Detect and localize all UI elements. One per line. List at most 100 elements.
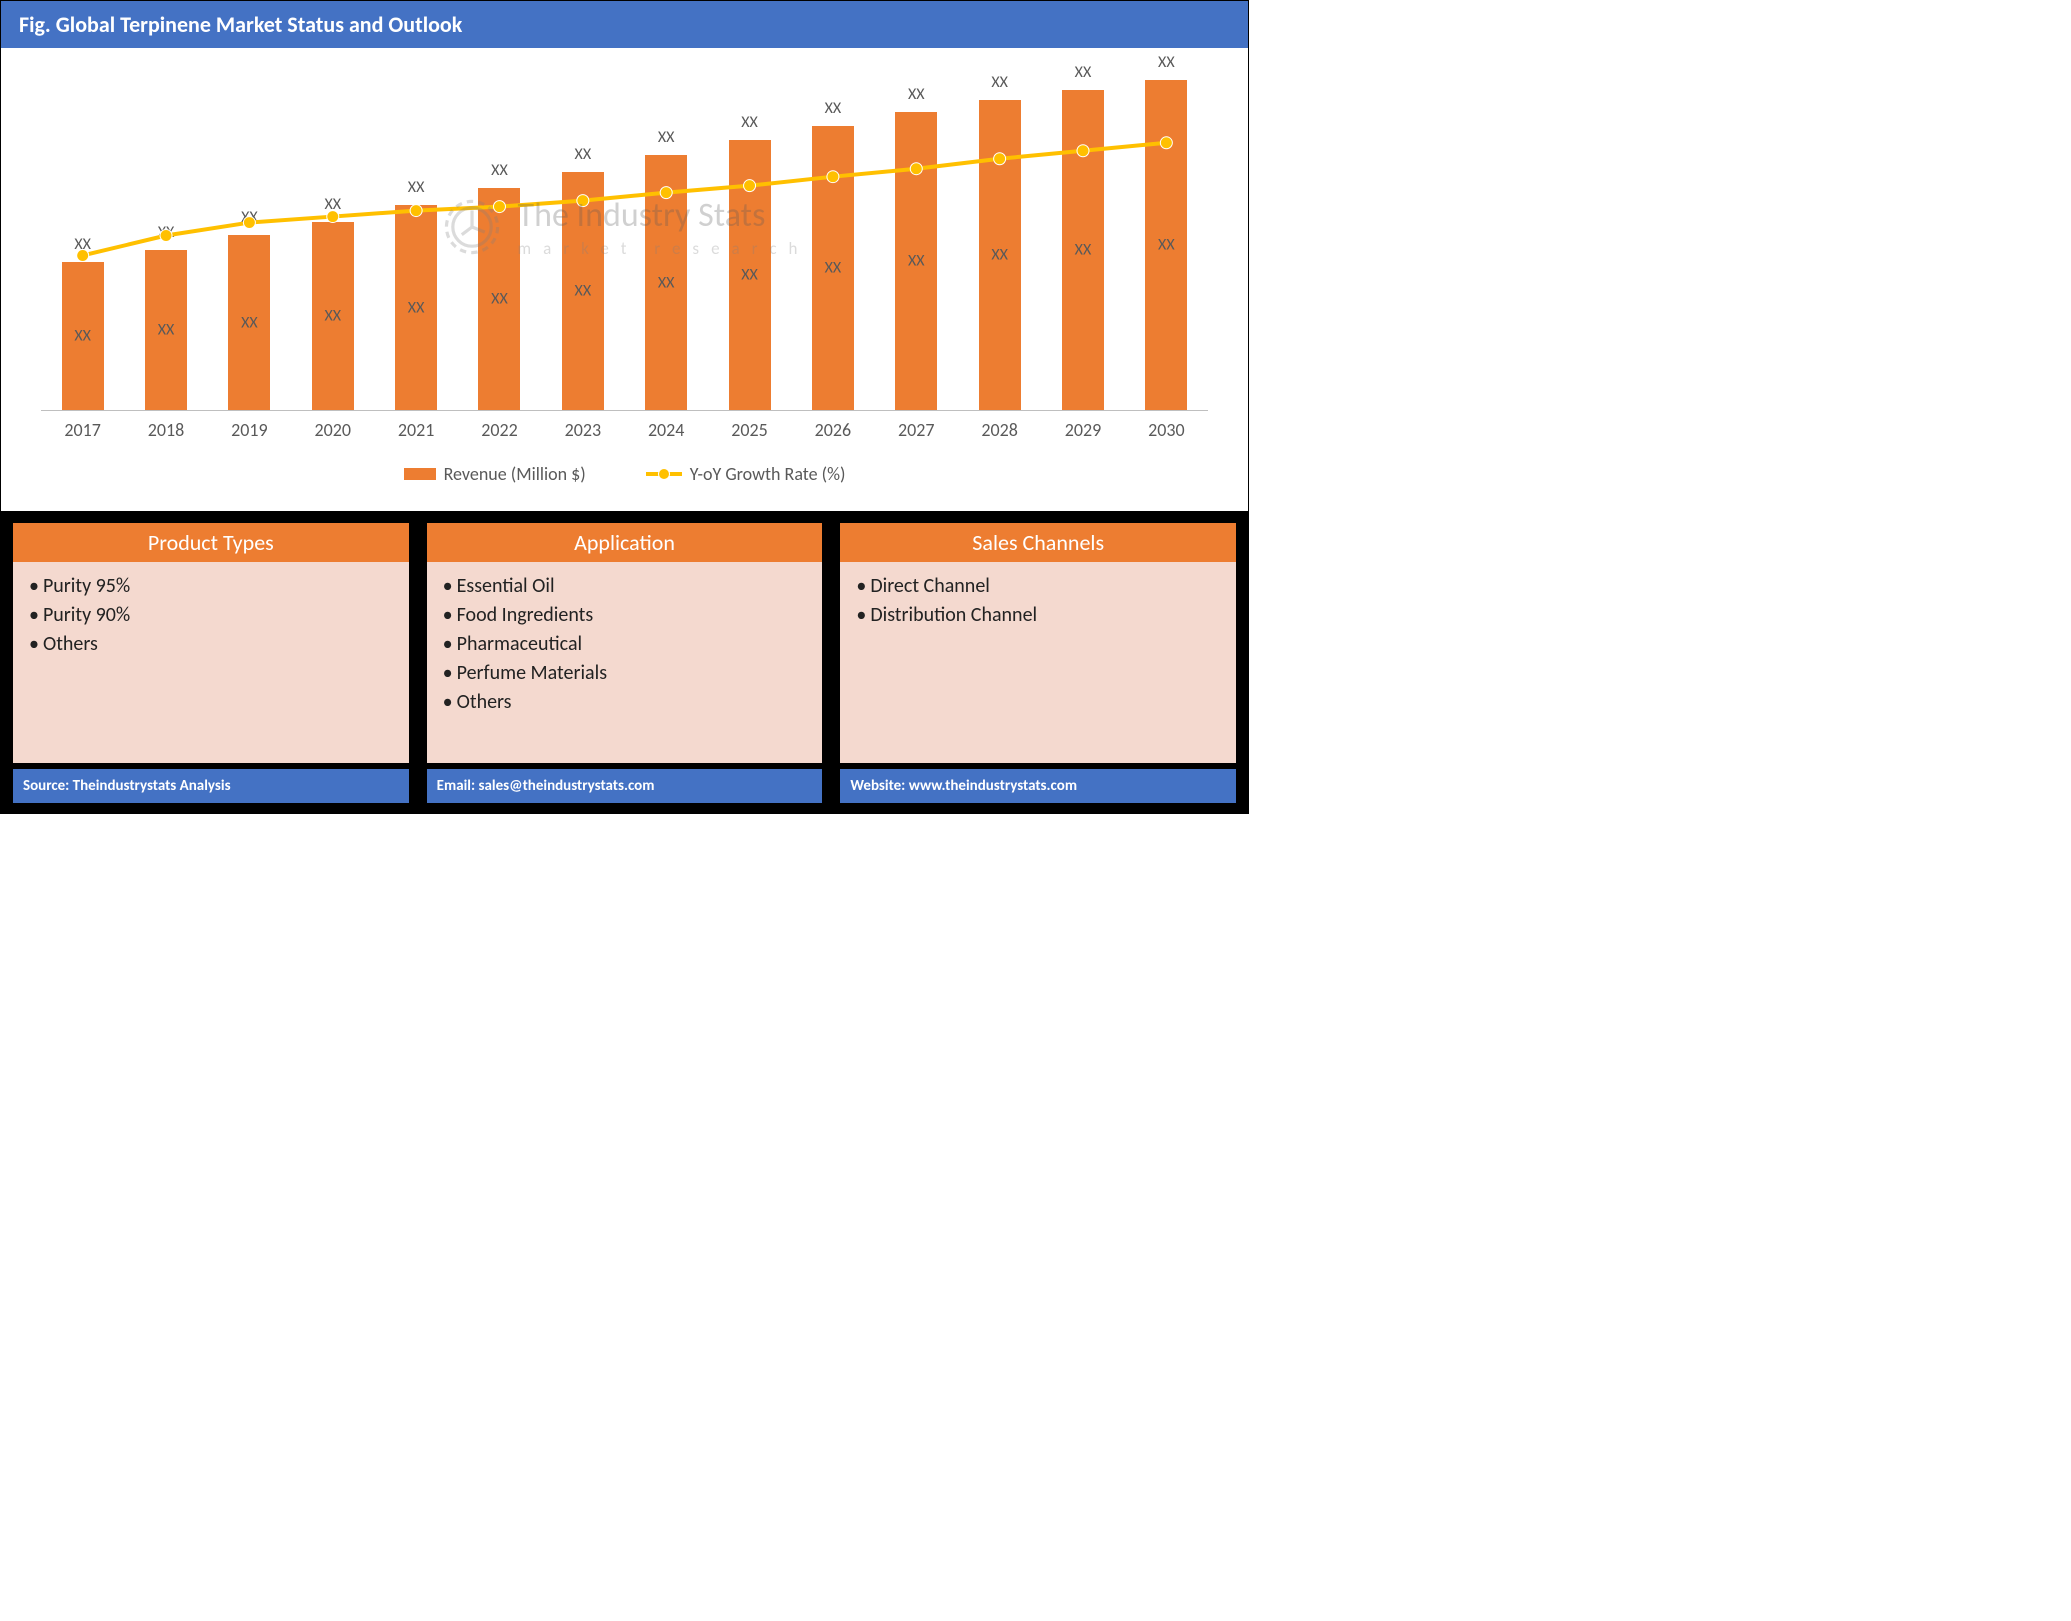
panel-header: Application [427, 523, 823, 562]
panel-item: Purity 95% [29, 572, 393, 601]
bar-inner-label: XX [741, 266, 758, 285]
bar-top-label: XX [1075, 63, 1092, 82]
x-tick-label: 2020 [291, 419, 374, 441]
bar-inner-label: XX [408, 298, 425, 317]
bar-column: XX XX [291, 71, 374, 410]
x-tick-label: 2017 [41, 419, 124, 441]
panel-item: Distribution Channel [856, 601, 1220, 630]
footer-row: Source: Theindustrystats Analysis Email:… [1, 769, 1248, 813]
x-tick-label: 2019 [208, 419, 291, 441]
bar-top-label: XX [74, 235, 91, 254]
bar-inner-label: XX [658, 273, 675, 292]
panels-row: Product TypesPurity 95%Purity 90%OthersA… [1, 511, 1248, 769]
bar-column: XXXX [1125, 71, 1208, 410]
bar-column: XX XX [708, 71, 791, 410]
panel-header: Sales Channels [840, 523, 1236, 562]
info-panel: Product TypesPurity 95%Purity 90%Others [13, 523, 409, 763]
bar-top-label: XX [408, 178, 425, 197]
footer-source: Source: Theindustrystats Analysis [13, 769, 409, 803]
panel-item: Perfume Materials [443, 659, 807, 688]
figure-title: Fig. Global Terpinene Market Status and … [19, 11, 462, 38]
bar-inner-label: XX [491, 290, 508, 309]
bar-column: XX XX [791, 71, 874, 410]
bar-column: XX XX [124, 71, 207, 410]
bars-group: XX XX XX XX XX XX XX XX XX XX XX XX XX XX XX XX XX XX XX XX… [41, 71, 1208, 410]
bar: XX [312, 222, 354, 410]
plot-region: XX XX XX XX XX XX XX XX XX XX XX XX XX XX XX XX XX XX XX XX… [41, 71, 1208, 411]
legend-swatch-line [646, 472, 682, 476]
legend-label: Revenue (Million $) [444, 463, 586, 485]
bar: XX [729, 140, 771, 410]
bar-inner-label: XX [825, 259, 842, 278]
x-tick-label: 2026 [791, 419, 874, 441]
chart-area: XX XX XX XX XX XX XX XX XX XX XX XX XX XX XX XX XX XX XX XX… [1, 51, 1248, 511]
bar: XX [228, 235, 270, 410]
bar-inner-label: XX [324, 307, 341, 326]
x-tick-label: 2023 [541, 419, 624, 441]
x-axis: 2017201820192020202120222023202420252026… [41, 411, 1208, 441]
legend-item-revenue: Revenue (Million $) [404, 463, 586, 485]
panel-item: Others [443, 688, 807, 717]
panel-item: Pharmaceutical [443, 630, 807, 659]
legend: Revenue (Million $) Y-oY Growth Rate (%) [31, 463, 1218, 485]
bar: XX [62, 262, 104, 410]
bar-column: XX XX [958, 71, 1041, 410]
x-tick-label: 2028 [958, 419, 1041, 441]
panel-item: Food Ingredients [443, 601, 807, 630]
bar: XX [562, 172, 604, 410]
info-panel: Sales ChannelsDirect ChannelDistribution… [840, 523, 1236, 763]
bar-top-label: XX [991, 73, 1008, 92]
bar-inner-label: XX [158, 321, 175, 340]
bar: XX [1145, 80, 1187, 410]
bar: XX [812, 126, 854, 410]
figure-container: Fig. Global Terpinene Market Status and … [0, 0, 1249, 814]
panel-body: Purity 95%Purity 90%Others [13, 562, 409, 673]
bar: XX [1062, 90, 1104, 410]
legend-swatch-bar [404, 468, 436, 480]
panel-item: Purity 90% [29, 601, 393, 630]
legend-label: Y-oY Growth Rate (%) [690, 463, 846, 485]
bar: XX [145, 250, 187, 410]
panel-body: Direct ChannelDistribution Channel [840, 562, 1236, 644]
bar-top-label: XX [158, 223, 175, 242]
footer-email: Email: sales@theindustrystats.com [427, 769, 823, 803]
bar-inner-label: XX [908, 252, 925, 271]
panel-item: Essential Oil [443, 572, 807, 601]
bar-column: XX XX [625, 71, 708, 410]
bar: XX [645, 155, 687, 410]
x-tick-label: 2024 [625, 419, 708, 441]
bar-column: XXXX [1041, 71, 1124, 410]
panel-body: Essential OilFood IngredientsPharmaceuti… [427, 562, 823, 731]
x-tick-label: 2025 [708, 419, 791, 441]
bar: XX [895, 112, 937, 410]
x-tick-label: 2018 [124, 419, 207, 441]
bar-column: XX XX [374, 71, 457, 410]
bar: XX [395, 205, 437, 410]
bar-top-label: XX [324, 195, 341, 214]
bar-top-label: XX [741, 113, 758, 132]
bar-column: XX XX [41, 71, 124, 410]
bar-top-label: XX [825, 99, 842, 118]
x-tick-label: 2030 [1125, 419, 1208, 441]
bar-inner-label: XX [241, 313, 258, 332]
bar-column: XX XX [875, 71, 958, 410]
bar-column: XXXX [541, 71, 624, 410]
bar-inner-label: XX [575, 282, 592, 301]
figure-title-bar: Fig. Global Terpinene Market Status and … [1, 1, 1248, 51]
panel-header: Product Types [13, 523, 409, 562]
panel-item: Others [29, 630, 393, 659]
bar-top-label: XX [241, 208, 258, 227]
bar-top-label: XX [658, 128, 675, 147]
bar-inner-label: XX [1075, 241, 1092, 260]
bar-top-label: XX [1158, 53, 1175, 72]
x-tick-label: 2027 [875, 419, 958, 441]
bar-top-label: XX [908, 85, 925, 104]
bar: XX [979, 100, 1021, 410]
info-panel: ApplicationEssential OilFood Ingredients… [427, 523, 823, 763]
bar-inner-label: XX [991, 246, 1008, 265]
footer-website: Website: www.theindustrystats.com [840, 769, 1236, 803]
x-tick-label: 2021 [374, 419, 457, 441]
x-tick-label: 2029 [1041, 419, 1124, 441]
x-tick-label: 2022 [458, 419, 541, 441]
bar-column: XX XX [208, 71, 291, 410]
